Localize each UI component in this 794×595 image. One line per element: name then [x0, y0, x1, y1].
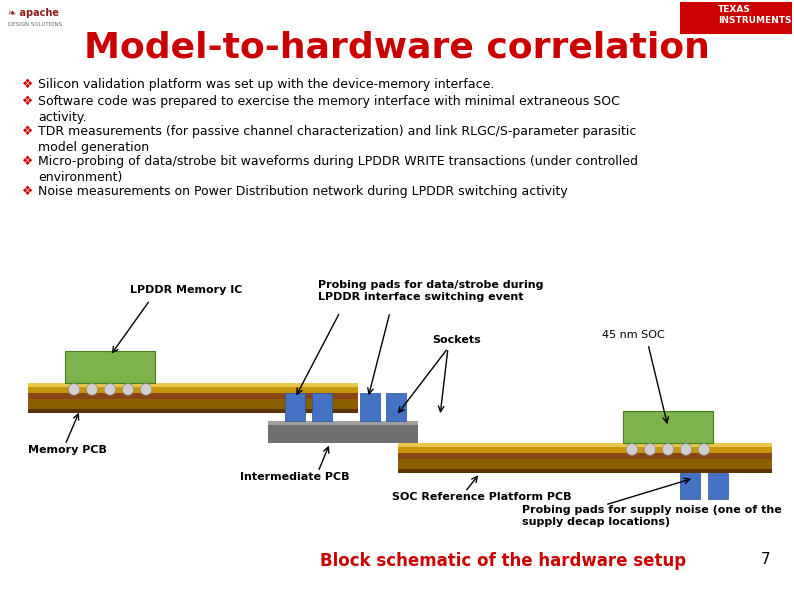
- Bar: [398, 447, 772, 453]
- Text: 45 nm SOC: 45 nm SOC: [602, 330, 665, 340]
- Bar: [680, 2, 792, 34]
- Bar: [28, 399, 358, 409]
- Bar: [386, 393, 406, 421]
- Bar: [28, 393, 358, 399]
- Text: Micro-probing of data/strobe bit waveforms during LPDDR WRITE transactions (unde: Micro-probing of data/strobe bit wavefor…: [38, 155, 638, 184]
- Bar: [360, 393, 380, 421]
- Text: Software code was prepared to exercise the memory interface with minimal extrane: Software code was prepared to exercise t…: [38, 95, 620, 124]
- Bar: [398, 469, 772, 473]
- Text: Intermediate PCB: Intermediate PCB: [240, 472, 349, 482]
- Text: Silicon validation platform was set up with the device-memory interface.: Silicon validation platform was set up w…: [38, 78, 495, 91]
- Bar: [268, 421, 418, 425]
- Text: LPDDR Memory IC: LPDDR Memory IC: [130, 285, 242, 295]
- Ellipse shape: [68, 384, 79, 395]
- Bar: [65, 351, 155, 383]
- Bar: [680, 473, 700, 499]
- Bar: [312, 393, 332, 421]
- Text: ❧ apache: ❧ apache: [8, 8, 59, 18]
- Bar: [268, 425, 418, 443]
- Text: Noise measurements on Power Distribution network during LPDDR switching activity: Noise measurements on Power Distribution…: [38, 184, 568, 198]
- Text: Block schematic of the hardware setup: Block schematic of the hardware setup: [320, 552, 686, 570]
- Text: ❖: ❖: [22, 95, 33, 108]
- Text: TEXAS
INSTRUMENTS: TEXAS INSTRUMENTS: [718, 5, 792, 25]
- Bar: [623, 411, 713, 443]
- Ellipse shape: [87, 384, 98, 395]
- Bar: [398, 443, 772, 447]
- Ellipse shape: [644, 444, 656, 455]
- Bar: [28, 383, 358, 387]
- Text: Memory PCB: Memory PCB: [28, 445, 107, 455]
- Text: Probing pads for supply noise (one of the
supply decap locations): Probing pads for supply noise (one of th…: [522, 505, 782, 527]
- Ellipse shape: [698, 444, 710, 455]
- Ellipse shape: [680, 444, 692, 455]
- Text: DESIGN SOLUTIONS: DESIGN SOLUTIONS: [8, 22, 62, 27]
- Ellipse shape: [104, 384, 116, 395]
- Bar: [398, 453, 772, 459]
- Bar: [398, 459, 772, 469]
- Text: SOC Reference Platform PCB: SOC Reference Platform PCB: [392, 492, 572, 502]
- Bar: [708, 473, 728, 499]
- Text: ❖: ❖: [22, 78, 33, 91]
- Text: ❖: ❖: [22, 124, 33, 137]
- Text: 7: 7: [761, 552, 770, 567]
- Text: ❖: ❖: [22, 184, 33, 198]
- Ellipse shape: [141, 384, 152, 395]
- Bar: [28, 409, 358, 413]
- Ellipse shape: [662, 444, 674, 455]
- Ellipse shape: [626, 444, 638, 455]
- Text: Sockets: Sockets: [432, 335, 480, 345]
- Bar: [285, 393, 305, 421]
- Ellipse shape: [122, 384, 133, 395]
- Text: Probing pads for data/strobe during
LPDDR interface switching event: Probing pads for data/strobe during LPDD…: [318, 280, 544, 302]
- Text: TDR measurements (for passive channel characterization) and link RLGC/S-paramete: TDR measurements (for passive channel ch…: [38, 124, 636, 154]
- Text: ❖: ❖: [22, 155, 33, 168]
- Bar: [28, 387, 358, 393]
- Text: Model-to-hardware correlation: Model-to-hardware correlation: [84, 31, 710, 65]
